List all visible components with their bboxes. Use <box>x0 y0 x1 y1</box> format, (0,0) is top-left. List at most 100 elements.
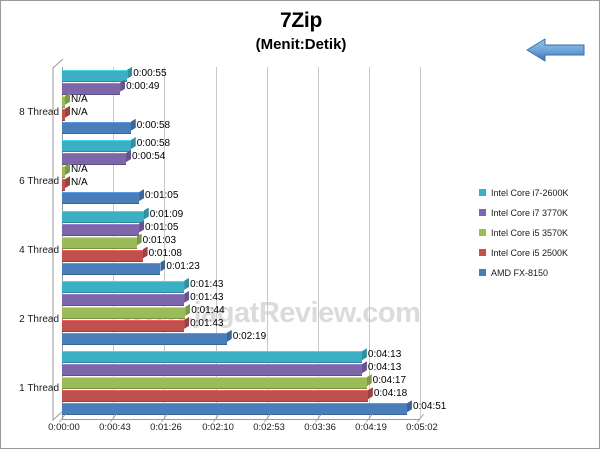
bar-row: 0:01:08 <box>62 246 420 262</box>
bar[interactable] <box>62 140 131 153</box>
bar[interactable] <box>62 293 185 306</box>
bar[interactable] <box>62 69 128 82</box>
bar-row: 0:01:43 <box>62 277 420 293</box>
bar-row: 0:04:13 <box>62 348 420 364</box>
gridline <box>163 67 165 419</box>
bar-group: 0:01:09 0:01:05 0:01:03 0:01:08 0:01:23 <box>62 207 420 276</box>
bar-value-label: 0:01:23 <box>166 260 200 272</box>
bar[interactable] <box>62 121 131 134</box>
bar[interactable] <box>62 223 140 236</box>
bar-row: N/A <box>62 163 420 179</box>
bar[interactable] <box>62 364 362 377</box>
bar[interactable] <box>62 262 161 275</box>
cat-label-4-thread: 4 Thread <box>19 245 59 256</box>
bar[interactable] <box>62 280 185 293</box>
legend-item[interactable]: AMD FX-8150 <box>479 263 597 282</box>
bar-end-cap <box>120 79 126 92</box>
bar[interactable] <box>62 153 126 166</box>
bar-value-label: 0:01:44 <box>191 304 225 316</box>
bar-row: 0:00:55 <box>62 66 420 82</box>
bar-end-cap <box>361 361 367 374</box>
bar-end-cap <box>406 400 412 413</box>
tick-label: 0:04:19 <box>355 422 387 433</box>
bar[interactable] <box>62 332 227 345</box>
bar[interactable] <box>62 192 140 205</box>
bar-row: N/A <box>62 176 420 192</box>
legend-item[interactable]: Intel Core i7 3770K <box>479 203 597 222</box>
bar-row: 0:00:58 <box>62 118 420 134</box>
bar-end-cap <box>361 348 367 361</box>
gridline <box>420 67 421 419</box>
gridline <box>267 67 269 419</box>
bar[interactable] <box>62 179 65 192</box>
bar[interactable] <box>62 95 65 108</box>
legend-item[interactable]: Intel Core i7-2600K <box>479 183 597 202</box>
bar-value-label: 0:04:18 <box>373 388 408 400</box>
bar-row: 0:00:54 <box>62 150 420 166</box>
bar[interactable] <box>62 236 137 249</box>
bar-group: 0:00:58 0:00:54 N/A N/A 0:01:05 <box>62 137 420 205</box>
bar-value-label: 0:01:09 <box>149 208 184 220</box>
bar-value-label: 0:02:19 <box>232 330 267 342</box>
chart-subtitle: (Menit:Detik) <box>255 36 347 53</box>
bar[interactable] <box>62 390 368 403</box>
legend-swatch-icon <box>479 209 486 216</box>
bar-row: 0:01:23 <box>62 259 420 275</box>
left-arrow-icon <box>525 37 587 63</box>
legend-item[interactable]: Intel Core i5 3570K <box>479 223 597 242</box>
bar-end-cap <box>65 163 70 176</box>
bar-row: 0:01:43 <box>62 290 420 306</box>
bar-end-cap <box>136 233 142 246</box>
bar-end-cap <box>160 259 166 272</box>
bar[interactable] <box>62 403 407 416</box>
bar[interactable] <box>62 210 144 223</box>
gridline <box>369 67 371 419</box>
bar[interactable] <box>62 377 367 390</box>
bar-value-label: 0:04:13 <box>367 362 402 374</box>
legend-label: Intel Core i5 2500K <box>491 247 569 258</box>
bar-value-label: 0:04:13 <box>367 349 402 361</box>
bar-value-label: N/A <box>71 93 88 105</box>
legend-swatch-icon <box>479 269 486 276</box>
legend: Intel Core i7-2600K Intel Core i7 3770K In… <box>479 183 597 283</box>
bar-row: 0:04:51 <box>62 400 446 416</box>
bar-end-cap <box>130 118 136 131</box>
bar-row: 0:00:49 <box>62 79 420 95</box>
bar-group: 0:01:43 0:01:43 0:01:44 0:01:43 0:02:19 <box>62 277 420 346</box>
bar-row: N/A <box>62 105 420 121</box>
bar-end-cap <box>130 137 136 150</box>
bar-end-cap <box>143 207 149 220</box>
bar[interactable] <box>62 249 143 262</box>
legend-label: AMD FX-8150 <box>491 267 549 278</box>
category-baseline <box>62 419 420 420</box>
legend-swatch-icon <box>479 229 486 236</box>
bar[interactable] <box>62 319 185 332</box>
bar-value-label: 0:00:54 <box>132 151 166 163</box>
tick-label: 0:03:36 <box>304 422 336 433</box>
bar-group: 0:04:13 0:04:13 0:04:17 0:04:18 0:04:51 <box>62 348 446 416</box>
bar[interactable] <box>62 166 65 179</box>
bar-row: 0:01:05 <box>62 189 420 205</box>
bar-row: 0:01:03 <box>62 233 420 249</box>
bar[interactable] <box>62 351 362 364</box>
tick-label: 0:01:26 <box>150 422 182 433</box>
gridline <box>216 67 218 419</box>
value-axis-labels: 0:00:00 0:00:43 0:01:26 0:02:10 0:02:53 0:03:… <box>48 414 438 438</box>
cat-label-1-thread: 1 Thread <box>19 383 59 394</box>
bar-value-label: 0:01:43 <box>190 317 224 329</box>
bar-value-label: 0:01:03 <box>142 234 177 246</box>
bar-value-label: 0:01:05 <box>145 190 179 202</box>
cat-label-6-thread: 6 Thread <box>19 176 59 187</box>
bar[interactable] <box>62 108 65 121</box>
plot-area: 0:00:55 0:00:49 N/A N/A 0:00:58 0:00:58 0:00:5… <box>52 58 446 422</box>
bar-value-label: 0:00:58 <box>136 138 171 150</box>
bar-row: 0:00:58 <box>62 137 420 153</box>
bar[interactable] <box>62 82 121 95</box>
bar-group: 0:00:55 0:00:49 N/A N/A 0:00:58 <box>62 66 420 135</box>
bar-value-label: 0:04:51 <box>412 401 447 413</box>
bar-end-cap <box>184 316 190 329</box>
legend-item[interactable]: Intel Core i5 2500K <box>479 243 597 262</box>
bar[interactable] <box>62 306 186 319</box>
bar-row: 0:01:05 <box>62 220 420 236</box>
